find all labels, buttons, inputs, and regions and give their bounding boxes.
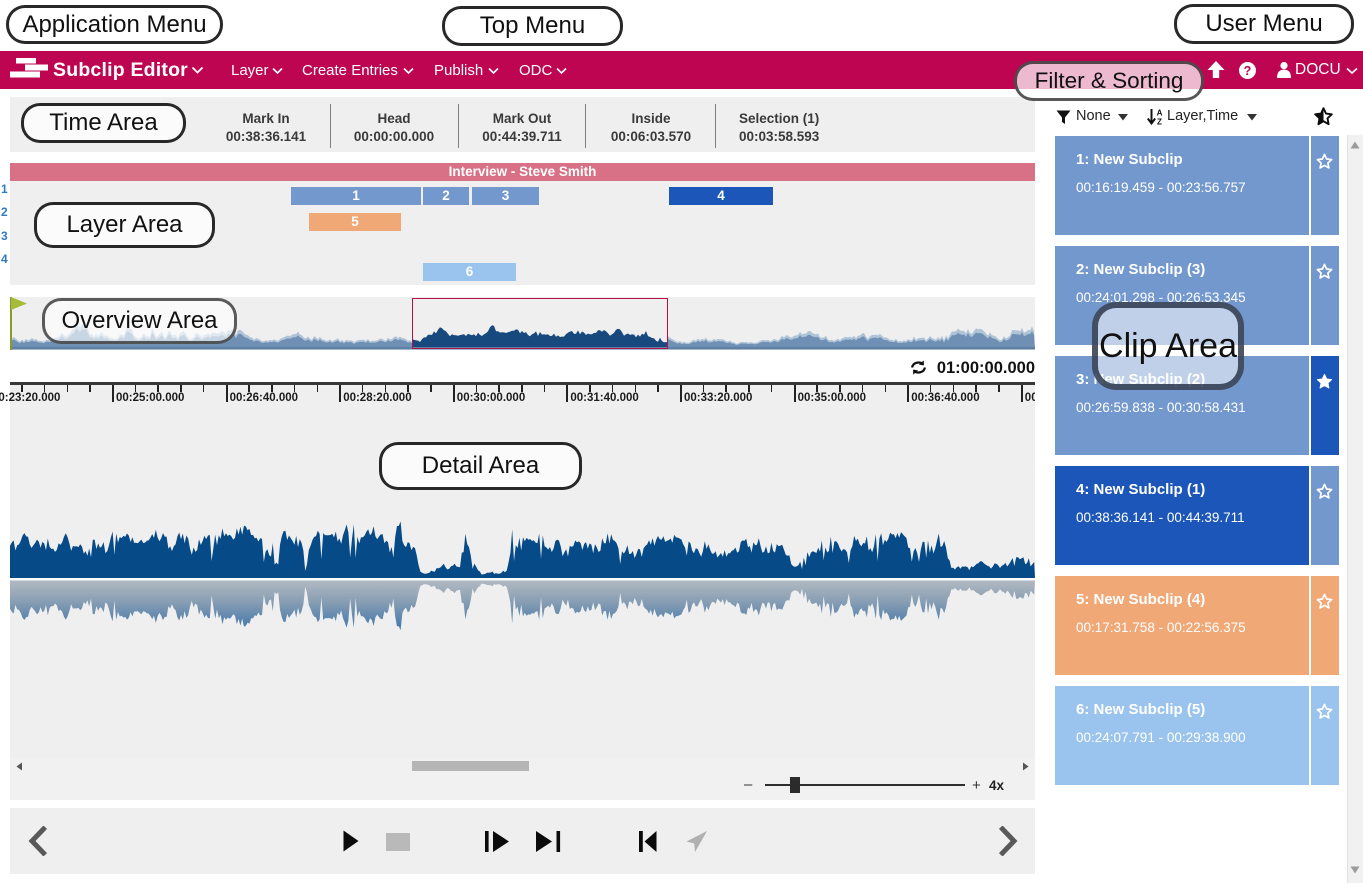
- svg-text:?: ?: [1244, 64, 1252, 78]
- svg-text:A: A: [1157, 109, 1163, 118]
- svg-text:Z: Z: [1157, 118, 1162, 127]
